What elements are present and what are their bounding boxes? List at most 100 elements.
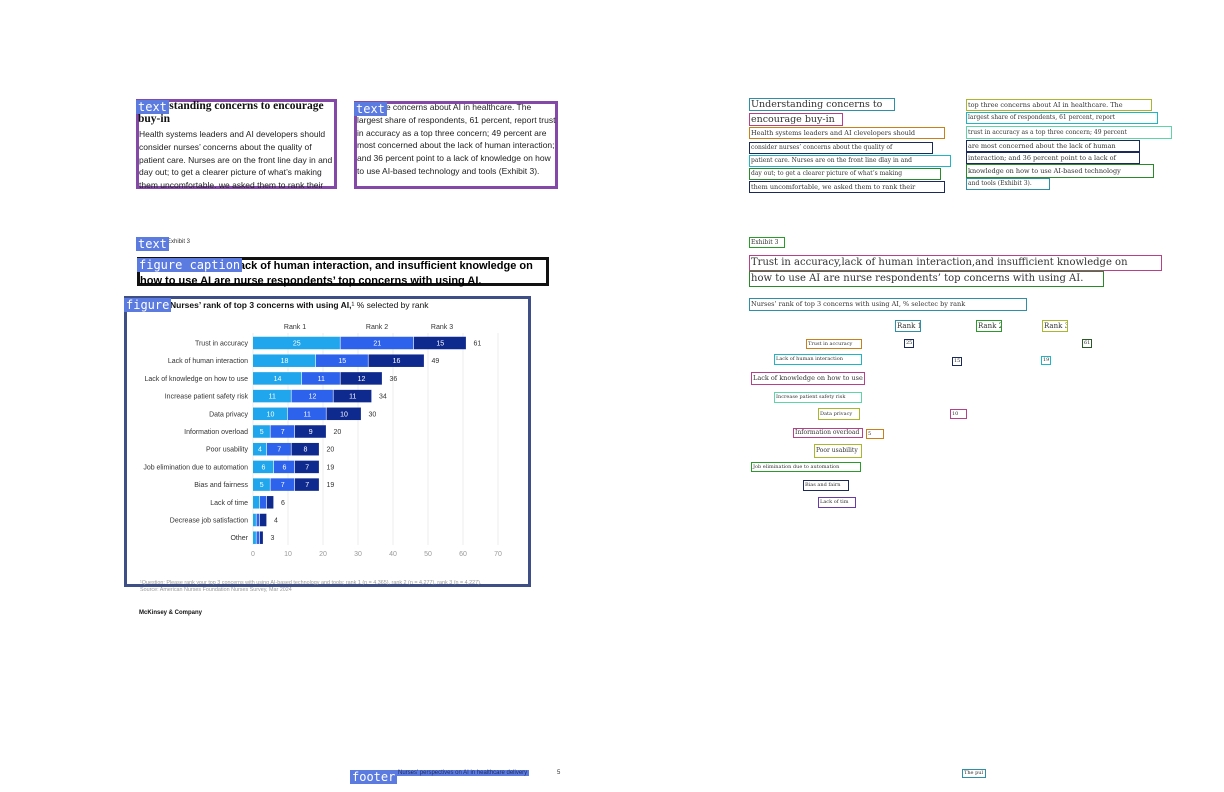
bar-segment <box>253 531 256 544</box>
bar-total-label: 6 <box>281 500 285 507</box>
bar-segment <box>274 460 295 474</box>
category-label: Lack of human interaction <box>168 358 248 365</box>
ocr-line: encourage buy-in <box>749 113 843 126</box>
category-label: Information overload <box>184 429 248 436</box>
bar-total-label: 49 <box>432 358 440 365</box>
ocr-line: Data privacy <box>818 408 860 420</box>
bar-data-label: 10 <box>267 411 275 418</box>
bar-total-label: 34 <box>379 394 387 401</box>
ocr-line: Rank 2 <box>976 320 1002 332</box>
ocr-line: 25 <box>904 339 914 348</box>
ocr-line: Nurses’ rank of top 3 concerns with usin… <box>749 298 1027 311</box>
ocr-line: 15 <box>952 357 962 366</box>
bar-total-label: 30 <box>369 411 377 418</box>
ocr-line: Rank 3 <box>1042 320 1068 332</box>
category-label: Decrease job satisfaction <box>170 518 248 525</box>
bar-total-label: 20 <box>327 447 335 454</box>
ocr-line: 10 <box>950 409 967 419</box>
ocr-line: Information overload <box>793 428 863 438</box>
ocr-line: Job elimination due to automation <box>751 462 861 472</box>
bar-segment <box>267 442 291 456</box>
ocr-line: Lack of knowledge on how to use <box>751 372 865 385</box>
x-tick-label: 20 <box>319 551 327 558</box>
bar-data-label: 8 <box>304 447 308 454</box>
legend-rank-label: Rank 3 <box>431 324 453 331</box>
bar-segment <box>260 496 267 509</box>
category-label: Poor usability <box>206 447 249 454</box>
bar-data-label: 7 <box>277 447 281 454</box>
chart-subtitle-rest: ¹ % selected by rank <box>351 300 429 310</box>
bar-data-label: 11 <box>304 411 311 418</box>
bar-data-label: 25 <box>293 341 301 348</box>
bar-segment <box>253 372 302 385</box>
bar-segment <box>253 460 274 474</box>
bar-data-label: 14 <box>274 376 282 383</box>
bar-segment <box>414 336 466 350</box>
x-tick-label: 60 <box>459 551 467 558</box>
ocr-line: Understanding concerns to <box>749 98 895 111</box>
bar-data-label: 7 <box>305 482 309 489</box>
body-text-col2: top three concerns about AI in healthcar… <box>357 102 556 176</box>
stacked-bar-chart: 0 10 20 30 40 50 60 70 Rank 1 Rank 2 Rank 3 Trust i… <box>143 324 502 558</box>
category-label: Job elimination due to automation <box>143 464 248 471</box>
bar-segment <box>302 372 340 385</box>
bar-data-label: 15 <box>338 358 346 365</box>
bar-data-label: 6 <box>262 464 266 471</box>
chart-subtitle: Nurses’ rank of top 3 concerns with usin… <box>170 300 429 310</box>
bar-segment <box>256 513 260 527</box>
bar-segment <box>295 460 319 474</box>
brand-name: McKinsey & Company <box>139 610 203 616</box>
ocr-line: patient care. Nurses are on the front li… <box>749 155 951 167</box>
bar-total-label: 20 <box>334 429 342 436</box>
bar-data-label: 4 <box>258 447 262 454</box>
bar-data-label: 11 <box>269 394 276 401</box>
category-label: Increase patient safety risk <box>165 394 249 401</box>
bar-total-label: 3 <box>271 535 275 542</box>
footer-title: Nurses’ perspectives on AI in healthcare… <box>396 770 530 776</box>
chart-question-note: ¹Question: Please rank your top 3 concer… <box>140 580 482 586</box>
bar-data-label: 10 <box>340 411 348 418</box>
category-label: Other <box>230 535 248 542</box>
bar-data-label: 7 <box>281 482 285 489</box>
bar-total-label: 19 <box>327 482 335 489</box>
bar-segment <box>295 478 319 491</box>
bar-data-label: 15 <box>436 341 444 348</box>
ocr-line: interaction; and 36 percent point to a l… <box>966 152 1140 164</box>
ocr-line: largest share of respondents, 61 percent… <box>966 112 1158 124</box>
bar-data-label: 11 <box>318 376 325 383</box>
bar-segment <box>270 425 295 438</box>
category-label: Bias and fairness <box>194 482 248 489</box>
x-tick-label: 0 <box>251 551 255 558</box>
bar-segment <box>291 389 333 403</box>
bar-segment <box>270 478 295 491</box>
chart-notes: ¹Question: Please rank your top 3 concer… <box>140 580 520 594</box>
bar-segment <box>253 513 256 527</box>
ocr-line: Lack of tim <box>818 497 856 508</box>
bar-data-label: 7 <box>305 464 309 471</box>
bar-data-label: 12 <box>358 376 366 383</box>
ocr-line: day out; to get a clearer picture of wha… <box>749 168 941 180</box>
ocr-line: Poor usability <box>814 444 862 458</box>
ocr-line: 61 <box>1082 339 1092 348</box>
bar-segment <box>288 407 326 421</box>
ocr-line: Health systems leaders and AI cleveloper… <box>749 127 945 139</box>
bar-segment <box>256 531 260 544</box>
category-label: Data privacy <box>209 411 248 418</box>
bar-segment <box>267 496 274 509</box>
bar-segment <box>253 407 288 421</box>
x-tick-label: 30 <box>354 551 362 558</box>
bar-segment <box>333 389 372 403</box>
ocr-line: Bias and fairn <box>803 480 849 491</box>
ocr-line: knowledge on how to use AI-based technol… <box>966 164 1154 178</box>
bar-data-label: 11 <box>349 394 356 401</box>
bar-segment <box>253 336 340 350</box>
ocr-line: Increase patient safety risk <box>774 392 862 403</box>
bar-total-label: 4 <box>274 518 278 525</box>
bar-data-label: 5 <box>260 429 264 436</box>
bar-data-label: 7 <box>281 429 285 436</box>
bar-segment <box>260 531 263 544</box>
body-text-col1: Health systems leaders and AI developers… <box>139 129 333 188</box>
bar-data-label: 9 <box>309 429 313 436</box>
bar-segment <box>291 442 319 456</box>
exhibit-label: Exhibit 3 <box>167 239 191 245</box>
